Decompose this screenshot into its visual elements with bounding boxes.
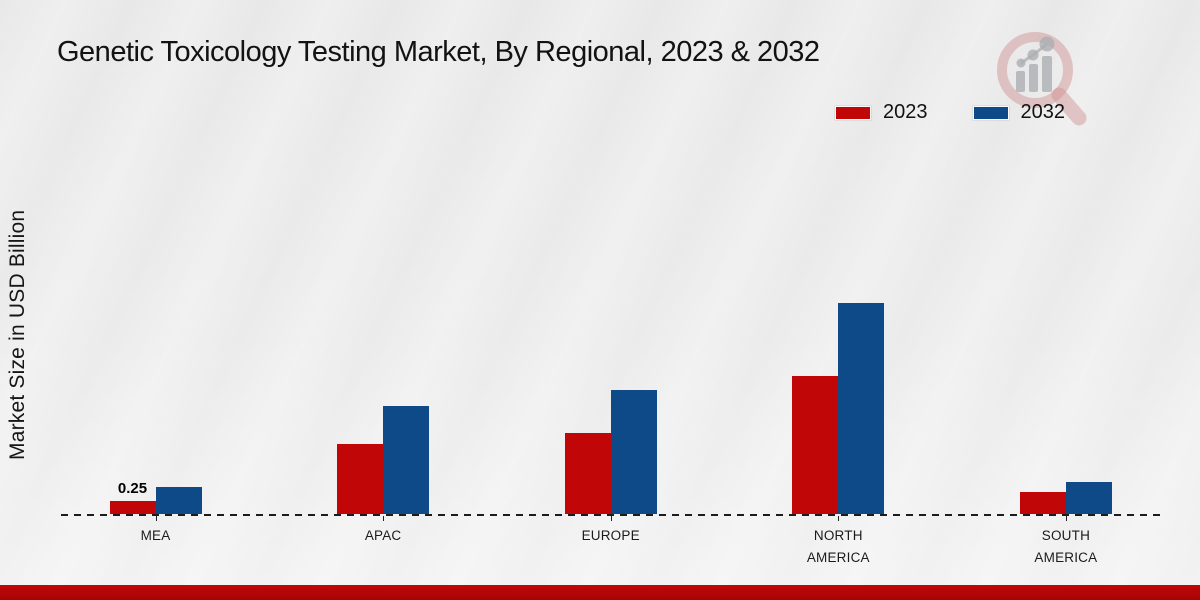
bar-2023-europe <box>564 433 611 514</box>
legend-swatch-2023 <box>835 105 871 120</box>
bar-2032-apac <box>383 406 430 514</box>
bar-2032-europe <box>610 389 657 514</box>
x-axis-label-north-america: NORTH AMERICA <box>806 528 870 565</box>
bar-2023-south-america <box>1019 492 1066 514</box>
x-axis-label-europe: EUROPE <box>581 528 640 543</box>
chart-title: Genetic Toxicology Testing Market, By Re… <box>57 36 820 68</box>
x-axis-baseline <box>61 514 1161 516</box>
x-axis-tick <box>383 516 385 521</box>
bar-2032-north-america <box>838 303 885 514</box>
legend-label-2032: 2032 <box>1020 101 1066 123</box>
legend-swatch-2032 <box>972 105 1009 120</box>
x-axis-tick <box>610 516 612 521</box>
x-axis-tick <box>155 516 157 521</box>
legend: 2023 2032 <box>835 101 1066 124</box>
bar-2032-south-america <box>1065 481 1112 514</box>
x-axis-label-apac: APAC <box>364 528 402 543</box>
bar-2023-mea <box>109 500 156 514</box>
bar-2032-mea <box>155 487 202 514</box>
x-axis-tick <box>838 516 840 521</box>
bar-value-label-2023-mea: 0.25 <box>117 479 148 497</box>
legend-label-2023: 2023 <box>883 101 928 123</box>
footer-accent-bar <box>0 585 1200 600</box>
bar-2023-north-america <box>792 376 839 514</box>
x-axis-label-mea: MEA <box>140 528 171 543</box>
legend-item-2023: 2023 <box>835 101 928 124</box>
bar-2023-apac <box>337 443 384 514</box>
x-axis-label-south-america: SOUTH AMERICA <box>1034 528 1098 565</box>
magnifier-bar-chart-logo-icon <box>997 32 1087 126</box>
legend-item-2032: 2032 <box>972 101 1066 124</box>
x-axis-tick <box>1065 516 1067 521</box>
y-axis-label: Market Size in USD Billion <box>6 209 29 461</box>
